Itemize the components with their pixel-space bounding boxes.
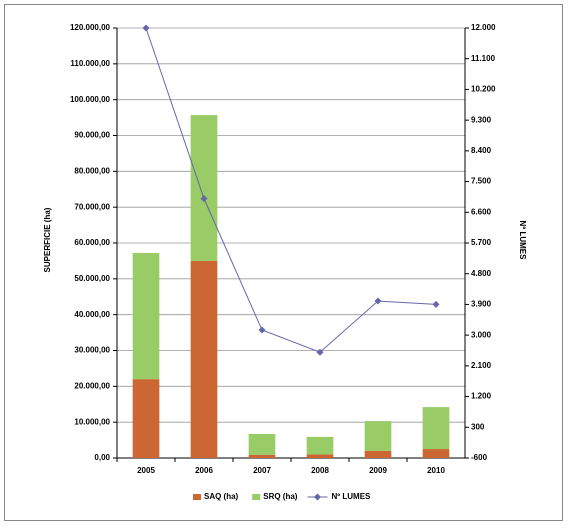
bar	[364, 421, 392, 451]
y2-tick-label: 4.800	[471, 269, 492, 278]
y2-axis-label: Nº LUMES	[518, 221, 527, 261]
line-marker	[374, 297, 382, 305]
line-marker	[432, 300, 440, 308]
x-tick-label: 2010	[427, 466, 445, 475]
y-tick-label: 60.000,00	[74, 238, 110, 247]
line-marker	[258, 326, 266, 334]
legend-label: SRQ (ha)	[263, 492, 298, 501]
y-tick-label: 0,00	[94, 453, 110, 462]
y-tick-label: 120.000,00	[70, 23, 111, 32]
legend-label: Nº LUMES	[331, 492, 371, 501]
bar	[190, 115, 218, 261]
y2-tick-label: 7.500	[471, 177, 492, 186]
line-marker	[142, 24, 150, 32]
bar	[132, 379, 160, 458]
line	[145, 27, 437, 353]
bar	[422, 449, 450, 458]
legend-label: SAQ (ha)	[204, 492, 239, 501]
y2-tick-label: 1.200	[471, 392, 492, 401]
y2-tick-label: 5.700	[471, 238, 492, 247]
y-tick-label: 80.000,00	[74, 166, 110, 175]
x-tick-label: 2009	[369, 466, 387, 475]
y-tick-label: 30.000,00	[74, 346, 110, 355]
y2-tick-label: -600	[471, 453, 488, 462]
y-tick-label: 20.000,00	[74, 381, 110, 390]
legend-swatch	[252, 494, 261, 500]
bar	[306, 454, 334, 458]
legend-swatch	[193, 494, 201, 500]
line-marker	[200, 195, 208, 203]
y-tick-label: 110.000,00	[70, 59, 110, 68]
y-tick-label: 50.000,00	[74, 274, 110, 283]
bar	[364, 450, 392, 458]
y2-tick-label: 3.000	[471, 330, 492, 339]
bar	[248, 433, 276, 455]
y-tick-label: 40.000,00	[74, 310, 110, 319]
y2-tick-label: 2.100	[471, 361, 492, 370]
x-tick-label: 2007	[253, 466, 271, 475]
x-tick-label: 2005	[137, 466, 155, 475]
y2-tick-label: 6.600	[471, 207, 492, 216]
legend-swatch	[313, 493, 321, 501]
y-axis-label: SUPERFICIE (ha)	[43, 207, 52, 272]
bar	[132, 253, 160, 380]
y-tick-label: 90.000,00	[74, 131, 110, 140]
x-tick-label: 2006	[195, 466, 213, 475]
y-tick-label: 70.000,00	[74, 202, 110, 211]
bar	[306, 436, 334, 455]
y-tick-label: 100.000,00	[70, 95, 111, 104]
y-tick-label: 10.000,00	[74, 417, 110, 426]
y2-tick-label: 300	[471, 422, 485, 431]
bar	[190, 260, 218, 458]
y2-tick-label: 8.400	[471, 146, 492, 155]
line-marker	[316, 348, 324, 356]
y2-tick-label: 9.300	[471, 115, 492, 124]
x-tick-label: 2008	[311, 466, 329, 475]
y2-tick-label: 12.000	[471, 23, 496, 32]
bar	[248, 454, 276, 458]
y2-tick-label: 11.100	[471, 54, 496, 63]
y2-tick-label: 10.200	[471, 85, 496, 94]
bar	[422, 407, 450, 450]
y2-tick-label: 3.900	[471, 300, 492, 309]
chart-border	[4, 4, 563, 521]
